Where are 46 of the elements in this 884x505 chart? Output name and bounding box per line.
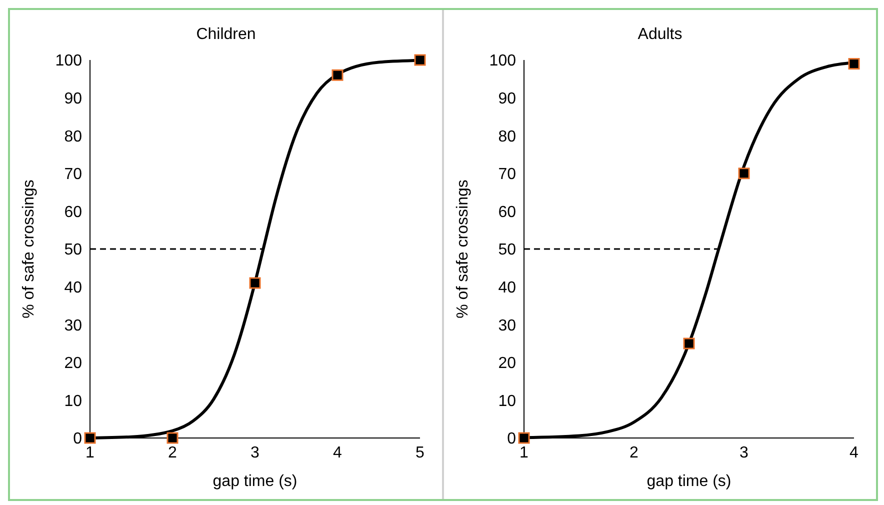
y-tick-label: 100 <box>489 52 516 70</box>
x-tick-label: 1 <box>86 444 95 462</box>
x-tick-label: 3 <box>250 444 260 462</box>
y-tick-label: 70 <box>498 166 516 184</box>
point <box>848 58 860 70</box>
y-tick-label: 10 <box>64 392 82 410</box>
y-tick-label: 20 <box>64 355 82 372</box>
y-tick-label: 0 <box>73 430 82 448</box>
point <box>414 54 426 66</box>
point <box>738 168 750 180</box>
y-tick-label: 60 <box>64 204 82 221</box>
chart-title: Children <box>195 26 257 45</box>
point <box>683 338 695 350</box>
x-axis-title: gap time (s) <box>646 473 732 490</box>
y-axis-title: % of safe crossings <box>454 180 472 318</box>
y-tick-label: 30 <box>64 317 82 334</box>
x-axis-title: gap time (s) <box>212 473 298 490</box>
x-tick-label: 4 <box>850 444 859 462</box>
y-tick-label: 50 <box>498 242 516 259</box>
point <box>332 69 344 81</box>
y-tick-label: 70 <box>64 166 82 184</box>
x-tick-label: 3 <box>740 444 749 462</box>
chart-title: Adults <box>636 26 684 45</box>
x-tick-label: 2 <box>168 444 178 462</box>
y-tick-label: 40 <box>498 279 516 296</box>
y-axis-title: % of safe crossings <box>20 180 38 318</box>
y-tick-label: 20 <box>498 355 516 372</box>
x-tick-label: 1 <box>520 444 529 462</box>
y-tick-label: 50 <box>64 242 82 259</box>
x-tick-label: 2 <box>630 444 639 462</box>
y-tick-label: 60 <box>498 204 516 221</box>
point <box>166 432 178 444</box>
y-tick-label: 10 <box>498 392 516 410</box>
y-tick-label: 80 <box>498 128 516 146</box>
x-tick-label: 4 <box>333 444 342 462</box>
y-tick-label: 90 <box>498 90 516 108</box>
y-tick-label: 30 <box>498 317 516 334</box>
point <box>84 432 96 444</box>
y-tick-label: 0 <box>507 430 516 448</box>
y-tick-label: 90 <box>64 90 82 108</box>
y-tick-label: 40 <box>64 279 82 296</box>
point <box>518 432 530 444</box>
point <box>249 277 261 289</box>
y-tick-label: 100 <box>55 52 82 70</box>
y-tick-label: 80 <box>64 128 82 146</box>
x-tick-label: 5 <box>416 444 425 462</box>
